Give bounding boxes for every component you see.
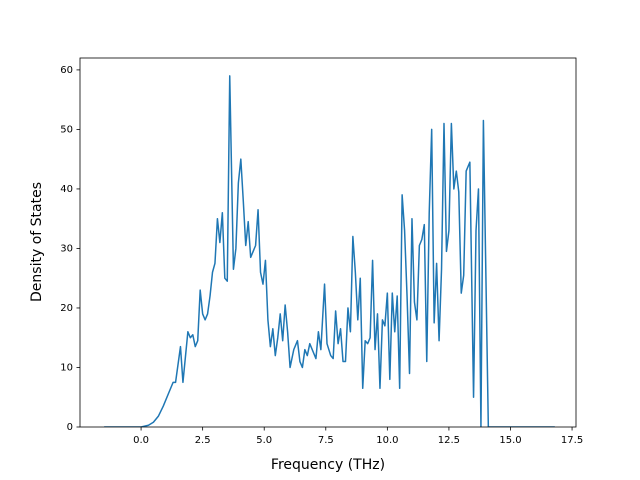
x-axis-label: Frequency (THz) xyxy=(271,457,385,473)
y-tick-label: 60 xyxy=(60,65,73,76)
data-line xyxy=(104,75,555,427)
x-tick-label: 2.5 xyxy=(195,435,211,446)
y-tick-label: 0 xyxy=(67,422,73,433)
x-tick-label: 15.0 xyxy=(499,435,521,446)
x-tick-label: 12.5 xyxy=(438,435,460,446)
y-tick-label: 10 xyxy=(60,362,73,373)
x-tick-label: 0.0 xyxy=(133,435,149,446)
x-tick-label: 10.0 xyxy=(376,435,398,446)
x-tick-label: 5.0 xyxy=(256,435,272,446)
y-tick-label: 30 xyxy=(60,243,73,254)
x-tick-label: 17.5 xyxy=(561,435,583,446)
y-tick-label: 20 xyxy=(60,303,73,314)
y-tick-label: 50 xyxy=(60,124,73,135)
y-tick-label: 40 xyxy=(60,184,73,195)
y-axis-label: Density of States xyxy=(29,182,45,302)
plot-frame xyxy=(79,57,577,428)
x-tick-label: 7.5 xyxy=(318,435,334,446)
